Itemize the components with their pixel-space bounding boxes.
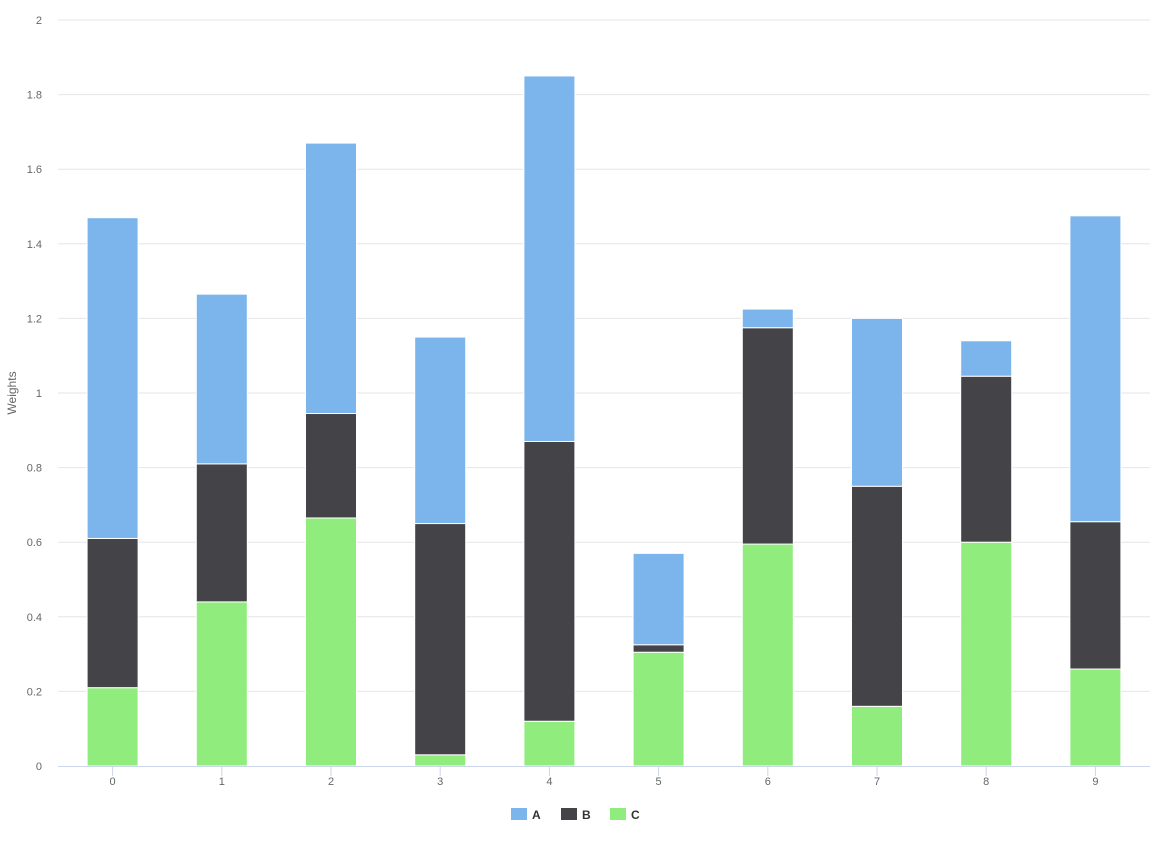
legend-label: B [582,808,591,822]
bar-B-5[interactable] [632,644,685,653]
bar-B-8[interactable] [960,375,1013,543]
bar-B-0[interactable] [86,537,139,689]
bar-A-8[interactable] [960,340,1013,377]
y-tick-label: 0.6 [27,537,42,549]
x-tick-label: 6 [765,776,771,788]
y-tick-label: 0 [36,761,42,773]
bar-B-2[interactable] [305,413,357,519]
y-tick-label: 2 [36,15,42,27]
bar-C-2[interactable] [305,517,357,767]
x-tick-label: 0 [110,776,116,788]
y-axis-title: Weights [5,371,19,414]
x-tick-label: 8 [983,776,989,788]
bar-A-5[interactable] [632,552,685,646]
bar-C-8[interactable] [960,541,1013,767]
y-tick-label: 0.8 [27,463,42,475]
bar-C-7[interactable] [851,705,903,767]
bar-C-6[interactable] [741,543,794,767]
y-tick-label: 1.2 [27,313,42,325]
legend-swatch [511,808,527,820]
x-axis: 0 1 2 3 4 5 6 7 8 9 [58,766,1150,788]
bar-A-4[interactable] [523,75,576,442]
y-tick-label: 1 [36,388,42,400]
x-tick-label: 5 [656,776,662,788]
bar-B-4[interactable] [523,440,576,722]
bar-C-0[interactable] [86,687,139,767]
y-tick-label: 0.2 [27,686,42,698]
bars [86,75,1122,767]
legend-item-C[interactable]: C [610,808,640,822]
y-tick-label: 0.4 [27,612,42,624]
x-tick-label: 9 [1092,776,1098,788]
x-tick-label: 1 [219,776,225,788]
y-axis: 0 0.2 0.4 0.6 0.8 1 1.2 1.4 1.6 1.8 2 [27,15,42,773]
bar-A-2[interactable] [305,142,357,415]
legend-swatch [610,808,626,820]
bar-B-7[interactable] [851,485,903,707]
bar-C-9[interactable] [1069,668,1122,767]
legend-swatch [561,808,577,820]
y-tick-label: 1.8 [27,90,42,102]
bar-B-1[interactable] [195,463,248,603]
legend-label: A [532,808,541,822]
bar-C-1[interactable] [195,601,248,767]
bar-B-9[interactable] [1069,521,1122,670]
bar-B-3[interactable] [414,523,467,756]
x-tick-label: 7 [874,776,880,788]
legend: A B C [511,808,640,822]
bar-A-6[interactable] [741,308,794,329]
y-tick-label: 1.6 [27,164,42,176]
legend-item-B[interactable]: B [561,808,591,822]
legend-item-A[interactable]: A [511,808,541,822]
bar-C-4[interactable] [523,720,576,767]
bar-C-3[interactable] [414,754,467,767]
x-tick-label: 2 [328,776,334,788]
bar-C-5[interactable] [632,651,685,767]
bar-A-9[interactable] [1069,215,1122,523]
legend-label: C [631,808,640,822]
bar-A-1[interactable] [195,293,248,465]
x-tick-label: 3 [437,776,443,788]
bar-A-7[interactable] [851,317,903,487]
bar-A-0[interactable] [86,217,139,539]
bar-A-3[interactable] [414,336,467,525]
y-tick-label: 1.4 [27,239,42,251]
bar-B-6[interactable] [741,327,794,545]
x-tick-label: 4 [546,776,552,788]
